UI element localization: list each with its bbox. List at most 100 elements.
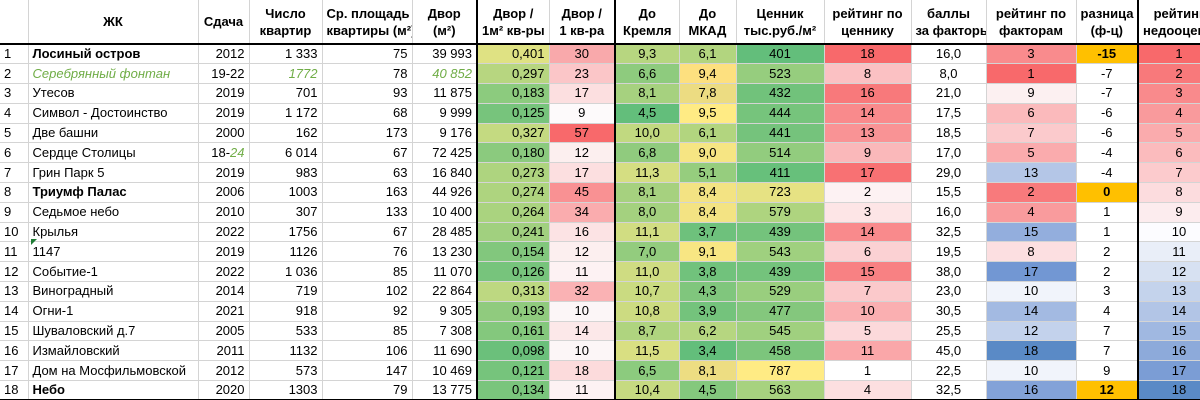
cell-factor-rank[interactable]: 3 bbox=[986, 44, 1077, 65]
col-header-year[interactable]: Сдача bbox=[198, 0, 250, 45]
cell-price[interactable]: 439 bbox=[736, 261, 825, 283]
cell-price[interactable]: 787 bbox=[736, 360, 825, 382]
cell-year[interactable]: 2005 bbox=[198, 321, 250, 342]
cell-num[interactable]: 18 bbox=[0, 380, 29, 400]
cell-kremlin[interactable]: 11,0 bbox=[614, 261, 680, 283]
cell-price-rank[interactable]: 15 bbox=[824, 261, 912, 283]
cell-score[interactable]: 30,5 bbox=[911, 301, 987, 322]
cell-yard[interactable]: 9 176 bbox=[412, 123, 478, 144]
cell-num[interactable]: 15 bbox=[0, 321, 29, 342]
cell-yard-per-flat[interactable]: 30 bbox=[549, 44, 616, 65]
cell-name[interactable]: Грин Парк 5 bbox=[28, 162, 199, 184]
cell-num[interactable]: 11 bbox=[0, 241, 29, 263]
cell-kremlin[interactable]: 11,5 bbox=[614, 340, 680, 362]
cell-year[interactable]: 2012 bbox=[198, 360, 250, 382]
cell-name[interactable]: 1147 bbox=[28, 241, 199, 263]
cell-flats[interactable]: 1 172 bbox=[249, 103, 323, 124]
cell-price-rank[interactable]: 11 bbox=[824, 340, 912, 362]
cell-flats[interactable]: 1132 bbox=[249, 340, 323, 362]
col-header-yard[interactable]: Двор (м²) bbox=[412, 0, 478, 45]
cell-yard[interactable]: 39 993 bbox=[412, 44, 478, 65]
cell-flats[interactable]: 1303 bbox=[249, 380, 323, 400]
cell-name[interactable]: Серебрянный фонтан bbox=[28, 63, 199, 85]
cell-under-rank[interactable]: 11 bbox=[1137, 241, 1200, 263]
cell-area[interactable]: 85 bbox=[322, 321, 413, 342]
col-header-kremlin[interactable]: До Кремля bbox=[614, 0, 680, 45]
cell-price[interactable]: 579 bbox=[736, 202, 825, 223]
cell-price-rank[interactable]: 7 bbox=[824, 281, 912, 302]
col-header-num[interactable] bbox=[0, 0, 29, 45]
cell-factor-rank[interactable]: 6 bbox=[986, 103, 1077, 124]
cell-yard[interactable]: 7 308 bbox=[412, 321, 478, 342]
cell-yard-per-m2[interactable]: 0,327 bbox=[476, 123, 550, 144]
cell-price-rank[interactable]: 1 bbox=[824, 360, 912, 382]
cell-mkad[interactable]: 7,8 bbox=[679, 83, 737, 104]
cell-price-rank[interactable]: 13 bbox=[824, 123, 912, 144]
cell-mkad[interactable]: 8,4 bbox=[679, 182, 737, 203]
cell-num[interactable]: 5 bbox=[0, 123, 29, 144]
cell-yard-per-flat[interactable]: 32 bbox=[549, 281, 616, 302]
cell-year[interactable]: 18-24 bbox=[198, 142, 250, 164]
cell-under-rank[interactable]: 12 bbox=[1137, 261, 1200, 283]
cell-diff[interactable]: 2 bbox=[1076, 241, 1139, 263]
comment-indicator-icon[interactable] bbox=[31, 239, 37, 245]
cell-year[interactable]: 2019 bbox=[198, 241, 250, 263]
cell-price[interactable]: 523 bbox=[736, 63, 825, 85]
cell-score[interactable]: 18,5 bbox=[911, 123, 987, 144]
cell-yard-per-m2[interactable]: 0,313 bbox=[476, 281, 550, 302]
cell-name[interactable]: Измайловский bbox=[28, 340, 199, 362]
cell-yard-per-flat[interactable]: 23 bbox=[549, 63, 616, 85]
cell-price-rank[interactable]: 6 bbox=[824, 241, 912, 263]
cell-yard-per-m2[interactable]: 0,180 bbox=[476, 142, 550, 164]
cell-diff[interactable]: 4 bbox=[1076, 301, 1139, 322]
cell-year[interactable]: 2019 bbox=[198, 83, 250, 104]
cell-mkad[interactable]: 4,3 bbox=[679, 281, 737, 302]
cell-yard-per-m2[interactable]: 0,183 bbox=[476, 83, 550, 104]
cell-price[interactable]: 432 bbox=[736, 83, 825, 104]
cell-factor-rank[interactable]: 9 bbox=[986, 83, 1077, 104]
cell-flats[interactable]: 918 bbox=[249, 301, 323, 322]
cell-mkad[interactable]: 6,1 bbox=[679, 44, 737, 65]
cell-factor-rank[interactable]: 10 bbox=[986, 281, 1077, 302]
cell-price[interactable]: 529 bbox=[736, 281, 825, 302]
cell-yard[interactable]: 72 425 bbox=[412, 142, 478, 164]
cell-kremlin[interactable]: 7,0 bbox=[614, 241, 680, 263]
cell-kremlin[interactable]: 11,1 bbox=[614, 222, 680, 243]
cell-name[interactable]: Триумф Палас bbox=[28, 182, 199, 203]
cell-under-rank[interactable]: 17 bbox=[1137, 360, 1200, 382]
cell-mkad[interactable]: 3,4 bbox=[679, 340, 737, 362]
cell-price[interactable]: 477 bbox=[736, 301, 825, 322]
cell-under-rank[interactable]: 1 bbox=[1137, 44, 1200, 65]
cell-price[interactable]: 401 bbox=[736, 44, 825, 65]
cell-under-rank[interactable]: 2 bbox=[1137, 63, 1200, 85]
cell-area[interactable]: 106 bbox=[322, 340, 413, 362]
cell-price[interactable]: 458 bbox=[736, 340, 825, 362]
cell-area[interactable]: 173 bbox=[322, 123, 413, 144]
col-header-yard-per-flat[interactable]: Двор /1 кв-ра bbox=[549, 0, 616, 45]
cell-area[interactable]: 78 bbox=[322, 63, 413, 85]
cell-price-rank[interactable]: 18 bbox=[824, 44, 912, 65]
cell-price-rank[interactable]: 9 bbox=[824, 142, 912, 164]
cell-yard-per-m2[interactable]: 0,121 bbox=[476, 360, 550, 382]
cell-yard[interactable]: 11 070 bbox=[412, 261, 478, 283]
cell-yard-per-m2[interactable]: 0,297 bbox=[476, 63, 550, 85]
cell-price[interactable]: 563 bbox=[736, 380, 825, 400]
cell-score[interactable]: 19,5 bbox=[911, 241, 987, 263]
cell-area[interactable]: 102 bbox=[322, 281, 413, 302]
cell-score[interactable]: 29,0 bbox=[911, 162, 987, 184]
cell-year[interactable]: 2022 bbox=[198, 222, 250, 243]
cell-yard[interactable]: 28 485 bbox=[412, 222, 478, 243]
cell-score[interactable]: 15,5 bbox=[911, 182, 987, 203]
cell-yard[interactable]: 10 400 bbox=[412, 202, 478, 223]
cell-factor-rank[interactable]: 8 bbox=[986, 241, 1077, 263]
cell-yard-per-flat[interactable]: 57 bbox=[549, 123, 616, 144]
cell-yard-per-flat[interactable]: 18 bbox=[549, 360, 616, 382]
cell-score[interactable]: 17,5 bbox=[911, 103, 987, 124]
cell-name[interactable]: Утесов bbox=[28, 83, 199, 104]
cell-yard-per-flat[interactable]: 9 bbox=[549, 103, 616, 124]
cell-under-rank[interactable]: 5 bbox=[1137, 123, 1200, 144]
cell-year[interactable]: 2011 bbox=[198, 340, 250, 362]
cell-num[interactable]: 1 bbox=[0, 44, 29, 65]
cell-factor-rank[interactable]: 12 bbox=[986, 321, 1077, 342]
cell-price[interactable]: 411 bbox=[736, 162, 825, 184]
